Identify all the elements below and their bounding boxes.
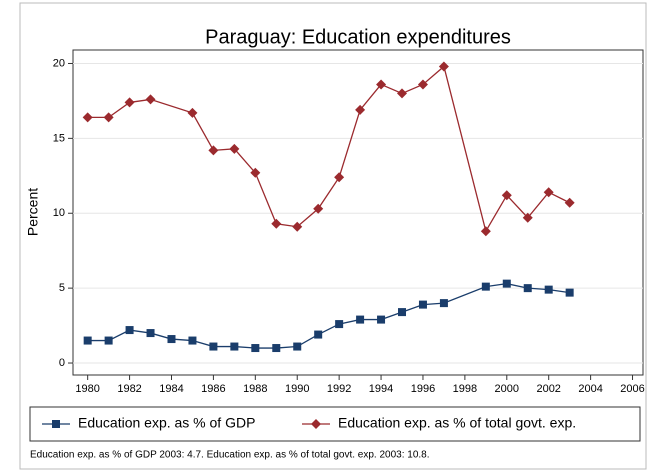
- marker: [250, 167, 261, 178]
- y-tick-label: 0: [59, 357, 65, 369]
- marker: [188, 336, 197, 345]
- marker: [564, 197, 575, 208]
- x-tick-label: 2002: [536, 383, 560, 395]
- plot-frame: [72, 49, 644, 376]
- marker: [543, 187, 554, 198]
- x-tick-label: 1984: [159, 383, 183, 395]
- marker: [230, 342, 239, 351]
- marker: [377, 315, 386, 324]
- marker: [145, 94, 156, 105]
- x-tick-label: 1992: [327, 383, 351, 395]
- line: [87, 65, 570, 233]
- chart-title: Paraguay: Education expenditures: [205, 26, 511, 48]
- marker: [356, 315, 365, 324]
- y-tick-label: 5: [59, 282, 65, 294]
- marker: [103, 112, 114, 123]
- marker: [251, 344, 260, 353]
- marker: [376, 79, 387, 90]
- marker: [438, 61, 449, 72]
- marker: [209, 342, 218, 351]
- marker: [334, 172, 345, 183]
- marker: [82, 112, 93, 123]
- x-tick-label: 1986: [201, 383, 225, 395]
- marker: [417, 79, 428, 90]
- marker: [335, 320, 344, 329]
- marker: [355, 104, 366, 115]
- x-tick-label: 2006: [620, 383, 644, 395]
- x-tick-label: 1980: [75, 383, 99, 395]
- x-tick-label: 1988: [243, 383, 267, 395]
- x-tick-label: 1996: [411, 383, 435, 395]
- marker: [271, 218, 282, 229]
- marker: [167, 335, 176, 344]
- marker: [439, 299, 448, 308]
- y-axis-label: Percent: [25, 188, 41, 236]
- marker: [229, 143, 240, 154]
- marker: [272, 344, 281, 353]
- marker: [125, 326, 134, 335]
- legend-label: Education exp. as % of total govt. exp.: [338, 415, 576, 431]
- marker: [208, 145, 219, 156]
- marker: [398, 308, 407, 317]
- marker: [544, 285, 553, 294]
- legend: [29, 406, 641, 442]
- marker: [146, 329, 155, 338]
- x-tick-label: 1998: [453, 383, 477, 395]
- legend-marker: [311, 419, 321, 429]
- marker: [83, 336, 92, 345]
- marker: [523, 284, 532, 293]
- marker: [480, 226, 491, 237]
- marker: [522, 212, 533, 223]
- y-tick-label: 20: [53, 57, 65, 69]
- marker: [124, 97, 135, 108]
- x-tick-label: 1982: [117, 383, 141, 395]
- x-tick-label: 2004: [578, 383, 602, 395]
- marker: [565, 288, 574, 297]
- x-tick-label: 1990: [285, 383, 309, 395]
- x-tick-label: 1994: [369, 383, 393, 395]
- marker: [313, 203, 324, 214]
- legend-marker: [52, 420, 60, 428]
- x-tick-label: 2000: [495, 383, 519, 395]
- marker: [502, 279, 511, 288]
- marker: [397, 88, 408, 99]
- legend-label: Education exp. as % of GDP: [78, 415, 255, 431]
- marker: [293, 342, 302, 351]
- marker: [187, 107, 198, 118]
- marker: [501, 190, 512, 201]
- y-tick-label: 10: [53, 207, 65, 219]
- marker: [292, 221, 303, 232]
- marker: [418, 300, 427, 309]
- y-tick-label: 15: [53, 132, 65, 144]
- marker: [104, 336, 113, 345]
- note: Education exp. as % of GDP 2003: 4.7. Ed…: [30, 450, 430, 461]
- marker: [314, 330, 323, 339]
- marker: [481, 282, 490, 291]
